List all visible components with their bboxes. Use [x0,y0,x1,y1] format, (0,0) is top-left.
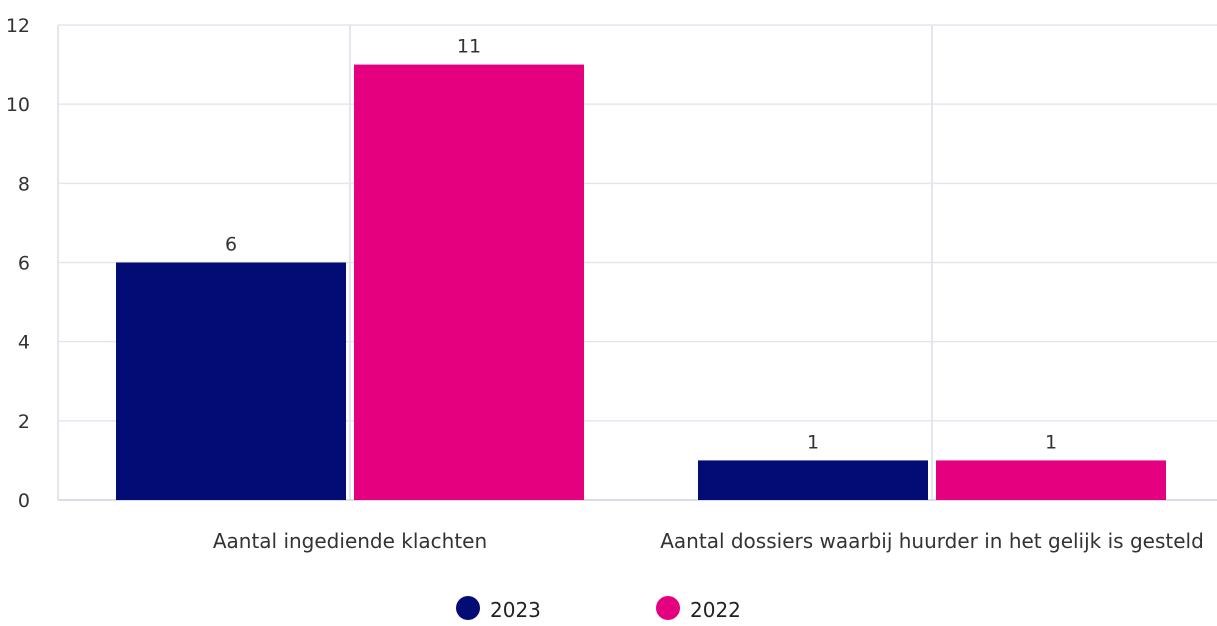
bar-2023-0 [116,262,346,500]
y-axis-ticks: 0 2 4 6 8 10 12 [6,15,30,512]
bar-2023-1 [698,460,928,500]
x-category-label: Aantal dossiers waarbij huurder in het g… [660,529,1204,553]
legend: 2023 2022 [456,596,741,622]
y-tick-label: 12 [6,15,30,37]
legend-item-2023[interactable]: 2023 [456,596,541,622]
legend-marker [456,596,480,620]
legend-label: 2023 [490,598,541,622]
bar-2022-1 [936,460,1166,500]
data-label: 1 [1045,431,1057,453]
data-label: 6 [225,234,237,256]
legend-marker [656,596,680,620]
y-tick-label: 2 [18,411,30,433]
data-label: 11 [457,36,481,58]
x-category-label: Aantal ingediende klachten [213,529,487,553]
x-axis-categories: Aantal ingediende klachten Aantal dossier… [213,529,1204,553]
y-tick-label: 6 [18,253,30,275]
legend-label: 2022 [690,598,741,622]
legend-item-2022[interactable]: 2022 [656,596,741,622]
y-tick-label: 10 [6,94,30,116]
bar-2022-0 [354,64,584,500]
y-tick-label: 8 [18,173,30,195]
y-tick-label: 0 [18,490,30,512]
y-tick-label: 4 [18,332,30,354]
bars [116,64,1166,500]
data-label: 1 [807,431,819,453]
